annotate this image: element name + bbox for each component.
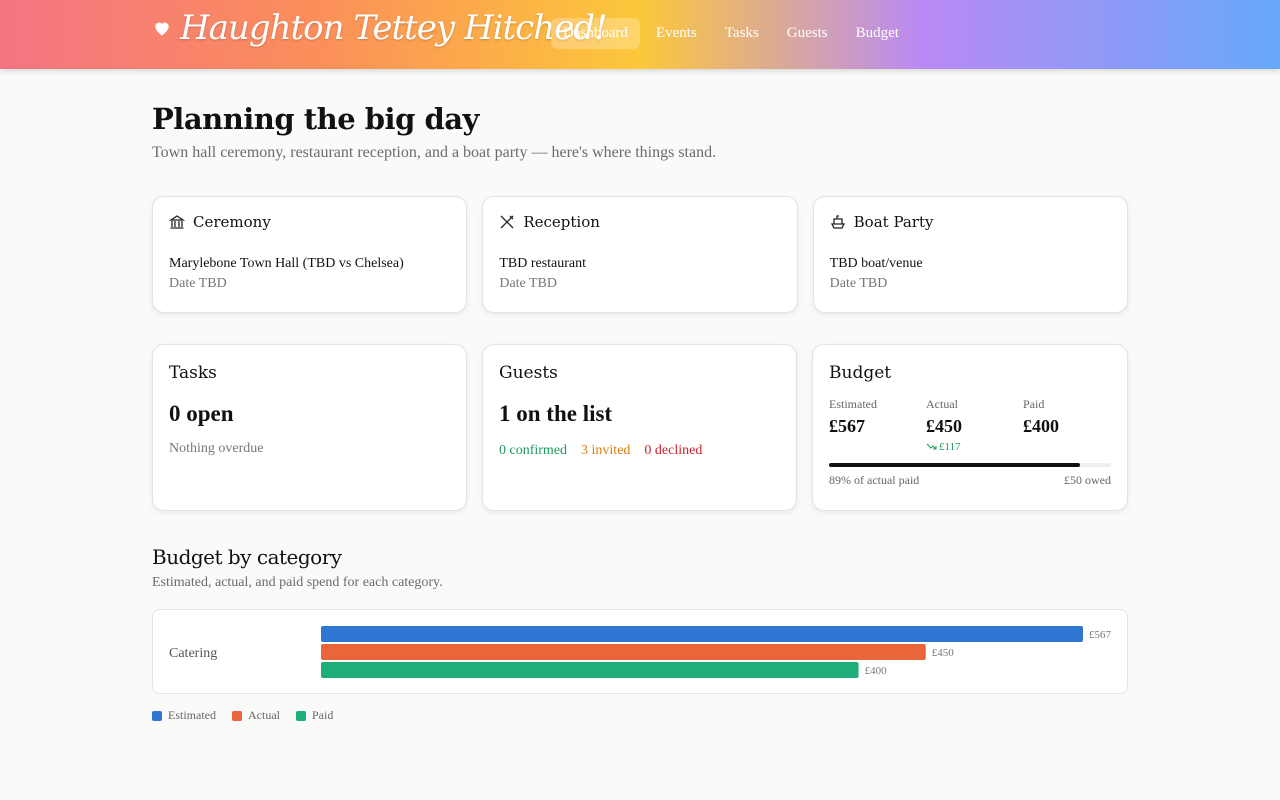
event-card[interactable]: Boat Party TBD boat/venue Date TBD <box>812 196 1128 313</box>
event-name: Boat Party <box>853 213 934 231</box>
task-note: Nothing overdue <box>169 441 264 456</box>
progress-track <box>829 463 1111 467</box>
item-label: Estimated <box>829 397 877 411</box>
card-title: Budget <box>829 363 892 383</box>
page-title: Planning the big day <box>152 102 479 136</box>
legend-item: Paid <box>296 708 333 723</box>
nav: Dashboard Events Tasks Guests Budget <box>551 18 911 49</box>
budget-item: Paid £400 <box>1023 397 1120 453</box>
event-name: Reception <box>523 213 600 231</box>
value-label: £567 <box>1089 629 1112 641</box>
brand[interactable]: Haughton Tettey Hitched! <box>152 8 608 48</box>
event-heading: Ceremony <box>169 213 450 231</box>
legend-item: Estimated <box>152 708 216 723</box>
page-subtitle: Town hall ceremony, restaurant reception… <box>152 144 717 161</box>
event-card[interactable]: Reception TBD restaurant Date TBD <box>482 196 798 313</box>
heart-icon <box>155 22 169 36</box>
budget-card[interactable]: Budget Estimated £567 Actual £450 £117 Paid… <box>812 344 1128 511</box>
item-delta: £117 <box>926 441 1023 453</box>
nav-link[interactable]: Tasks <box>724 25 759 41</box>
event-cards: Ceremony Marylebone Town Hall (TBD vs Ch… <box>152 162 1128 313</box>
nav-link[interactable]: Guests <box>786 25 828 41</box>
legend-label: Estimated <box>168 708 216 722</box>
bar <box>321 644 926 660</box>
chart-box: Catering £567 £450 £400 <box>152 609 1128 694</box>
bar <box>321 662 859 678</box>
item-label: Actual <box>926 397 958 411</box>
item-value: £400 <box>1023 416 1059 436</box>
item-value: £567 <box>829 416 865 436</box>
event-name: Ceremony <box>193 213 271 231</box>
top-bar: Haughton Tettey Hitched! Dashboard Events… <box>0 0 1280 69</box>
event-card[interactable]: Ceremony Marylebone Town Hall (TBD vs Ch… <box>152 196 468 313</box>
event-heading: Reception <box>499 213 780 231</box>
item-label: Paid <box>1023 397 1045 411</box>
budget-items: Estimated £567 Actual £450 £117 Paid £400 <box>829 397 1111 453</box>
task-count: 0 open <box>169 401 234 426</box>
event-date: Date TBD <box>829 276 888 291</box>
chart-subtitle: Estimated, actual, and paid spend for ea… <box>152 575 443 590</box>
invited: 3 invited <box>581 443 631 458</box>
chart: Catering £567 £450 £400 <box>169 626 1112 678</box>
event-place: TBD restaurant <box>499 256 587 271</box>
boat-icon <box>830 215 845 229</box>
delta-value: £117 <box>939 441 961 453</box>
owed: £50 owed <box>1064 473 1111 487</box>
guest-count: 1 on the list <box>499 401 613 426</box>
trend-down-icon <box>926 443 937 450</box>
stat-cards: Tasks 0 open Nothing overdue Guests 1 on… <box>152 313 1128 511</box>
nav-link[interactable]: Events <box>655 25 697 41</box>
chart-title: Budget by category <box>152 545 342 569</box>
legend-swatch <box>152 710 162 721</box>
guest-stats: 0 confirmed 3 invited 0 declined <box>499 441 780 459</box>
content: Planning the big day Town hall ceremony,… <box>152 100 1128 723</box>
value-label: £450 <box>932 647 955 659</box>
budget-item: Estimated £567 <box>829 397 926 453</box>
event-heading: Boat Party <box>830 213 1111 231</box>
value-label: £400 <box>865 665 888 677</box>
event-place: Marylebone Town Hall (TBD vs Chelsea) <box>169 256 404 271</box>
legend-swatch <box>232 710 242 721</box>
event-date: Date TBD <box>169 276 227 291</box>
confirmed: 0 confirmed <box>499 443 568 458</box>
event-place: TBD boat/venue <box>829 256 923 271</box>
bar <box>321 626 1083 642</box>
building-icon <box>169 215 185 229</box>
tasks-card[interactable]: Tasks 0 open Nothing overdue <box>152 344 467 511</box>
paid-label: 89% of actual paid <box>829 473 920 487</box>
legend-label: Paid <box>312 708 334 722</box>
item-value: £450 <box>926 416 962 436</box>
progress-fill <box>829 463 1080 467</box>
event-date: Date TBD <box>499 276 558 291</box>
progress-footer: 89% of actual paid £50 owed <box>829 473 1111 488</box>
category-label: Catering <box>169 646 217 661</box>
declined: 0 declined <box>644 443 703 458</box>
cutlery-icon <box>500 215 514 229</box>
brand-name: Haughton Tettey Hitched! <box>180 8 608 48</box>
legend-item: Actual <box>232 708 280 723</box>
card-title: Guests <box>499 363 558 383</box>
legend-swatch <box>296 710 306 721</box>
nav-link[interactable]: Dashboard <box>551 18 640 49</box>
card-title: Tasks <box>169 363 217 383</box>
legend-label: Actual <box>248 708 280 722</box>
legend: Estimated Actual Paid <box>152 708 1128 723</box>
budget-item: Actual £450 £117 <box>926 397 1023 453</box>
nav-link[interactable]: Budget <box>855 25 899 41</box>
guests-card[interactable]: Guests 1 on the list 0 confirmed 3 invite… <box>482 344 797 511</box>
